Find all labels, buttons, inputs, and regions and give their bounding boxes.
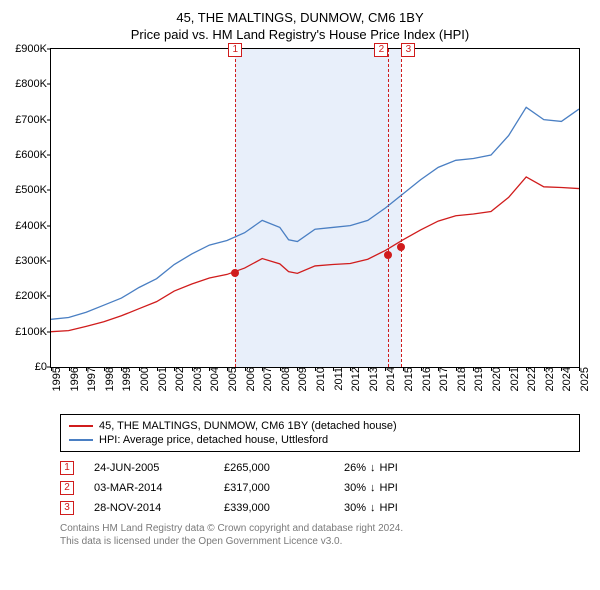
x-tick-label: 2001 xyxy=(153,367,169,391)
event-price: £317,000 xyxy=(224,482,344,494)
event-badge: 2 xyxy=(60,481,74,495)
y-tick-label: £600K xyxy=(15,149,51,161)
event-price: £339,000 xyxy=(224,502,344,514)
event-badge: 1 xyxy=(60,461,74,475)
y-tick-label: £200K xyxy=(15,290,51,302)
sale-point xyxy=(384,251,392,259)
x-tick-label: 2005 xyxy=(223,367,239,391)
x-tick-label: 2007 xyxy=(258,367,274,391)
x-tick-label: 2019 xyxy=(469,367,485,391)
event-row: 1 24-JUN-2005£265,00026% ↓ HPI xyxy=(60,458,580,478)
footnote: Contains HM Land Registry data © Crown c… xyxy=(60,522,580,548)
x-tick-label: 2023 xyxy=(540,367,556,391)
x-tick-label: 2022 xyxy=(522,367,538,391)
x-tick-label: 2004 xyxy=(205,367,221,391)
x-tick-label: 2024 xyxy=(557,367,573,391)
legend-swatch xyxy=(69,425,93,427)
event-date: 24-JUN-2005 xyxy=(94,462,224,474)
y-tick-label: £700K xyxy=(15,114,51,126)
arrow-down-icon: ↓ xyxy=(370,462,376,474)
event-delta-pct: 30% xyxy=(344,482,366,494)
title-subtitle: Price paid vs. HM Land Registry's House … xyxy=(10,27,590,42)
x-tick-label: 2015 xyxy=(399,367,415,391)
x-tick-label: 2013 xyxy=(364,367,380,391)
x-tick-label: 2009 xyxy=(293,367,309,391)
x-tick-label: 2025 xyxy=(575,367,591,391)
x-tick-label: 2017 xyxy=(434,367,450,391)
x-tick-label: 2000 xyxy=(135,367,151,391)
y-tick-label: £300K xyxy=(15,255,51,267)
event-delta: 30% ↓ HPI xyxy=(344,482,398,494)
x-tick-label: 2003 xyxy=(188,367,204,391)
x-tick-label: 2008 xyxy=(276,367,292,391)
footnote-line1: Contains HM Land Registry data © Crown c… xyxy=(60,522,580,535)
event-row: 3 28-NOV-2014£339,00030% ↓ HPI xyxy=(60,498,580,518)
events-table: 1 24-JUN-2005£265,00026% ↓ HPI 2 03-MAR-2014£… xyxy=(60,458,580,518)
x-tick-label: 2012 xyxy=(346,367,362,391)
x-tick-label: 1995 xyxy=(47,367,63,391)
event-delta-label: HPI xyxy=(380,462,398,474)
x-tick-label: 1998 xyxy=(100,367,116,391)
x-tick-label: 2018 xyxy=(452,367,468,391)
series-price_paid xyxy=(51,177,579,332)
legend-row: HPI: Average price, detached house, Uttl… xyxy=(69,433,571,447)
x-tick-label: 1996 xyxy=(65,367,81,391)
legend: 45, THE MALTINGS, DUNMOW, CM6 1BY (detac… xyxy=(60,414,580,452)
event-price: £265,000 xyxy=(224,462,344,474)
y-tick-label: £900K xyxy=(15,43,51,55)
x-tick-label: 2014 xyxy=(381,367,397,391)
sale-point xyxy=(231,269,239,277)
title-address: 45, THE MALTINGS, DUNMOW, CM6 1BY xyxy=(10,10,590,25)
chart-area: £0£100K£200K£300K£400K£500K£600K£700K£80… xyxy=(50,48,580,408)
y-tick-label: £400K xyxy=(15,220,51,232)
event-delta: 26% ↓ HPI xyxy=(344,462,398,474)
event-delta-label: HPI xyxy=(380,502,398,514)
series-hpi xyxy=(51,107,579,319)
legend-row: 45, THE MALTINGS, DUNMOW, CM6 1BY (detac… xyxy=(69,419,571,433)
x-tick-label: 2011 xyxy=(329,367,345,391)
x-tick-label: 2002 xyxy=(170,367,186,391)
y-tick-label: £500K xyxy=(15,184,51,196)
event-date: 03-MAR-2014 xyxy=(94,482,224,494)
plot-region: £0£100K£200K£300K£400K£500K£600K£700K£80… xyxy=(50,48,580,368)
legend-label: 45, THE MALTINGS, DUNMOW, CM6 1BY (detac… xyxy=(99,420,397,432)
x-tick-label: 2006 xyxy=(241,367,257,391)
x-tick-label: 1999 xyxy=(117,367,133,391)
event-badge: 3 xyxy=(60,501,74,515)
event-delta-label: HPI xyxy=(380,482,398,494)
footnote-line2: This data is licensed under the Open Gov… xyxy=(60,535,580,548)
chart-container: 45, THE MALTINGS, DUNMOW, CM6 1BY Price … xyxy=(0,0,600,590)
x-tick-label: 2016 xyxy=(417,367,433,391)
arrow-down-icon: ↓ xyxy=(370,502,376,514)
sale-point xyxy=(397,243,405,251)
x-tick-label: 2010 xyxy=(311,367,327,391)
legend-label: HPI: Average price, detached house, Uttl… xyxy=(99,434,328,446)
event-delta: 30% ↓ HPI xyxy=(344,502,398,514)
event-delta-pct: 30% xyxy=(344,502,366,514)
y-tick-label: £100K xyxy=(15,326,51,338)
event-row: 2 03-MAR-2014£317,00030% ↓ HPI xyxy=(60,478,580,498)
event-delta-pct: 26% xyxy=(344,462,366,474)
x-tick-label: 1997 xyxy=(82,367,98,391)
x-tick-label: 2021 xyxy=(505,367,521,391)
legend-swatch xyxy=(69,439,93,441)
y-tick-label: £800K xyxy=(15,78,51,90)
event-date: 28-NOV-2014 xyxy=(94,502,224,514)
arrow-down-icon: ↓ xyxy=(370,482,376,494)
series-svg xyxy=(51,49,579,367)
x-tick-label: 2020 xyxy=(487,367,503,391)
